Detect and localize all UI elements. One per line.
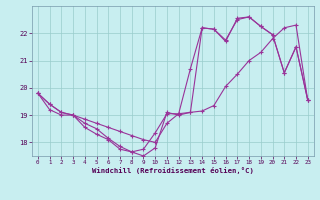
X-axis label: Windchill (Refroidissement éolien,°C): Windchill (Refroidissement éolien,°C) <box>92 167 254 174</box>
